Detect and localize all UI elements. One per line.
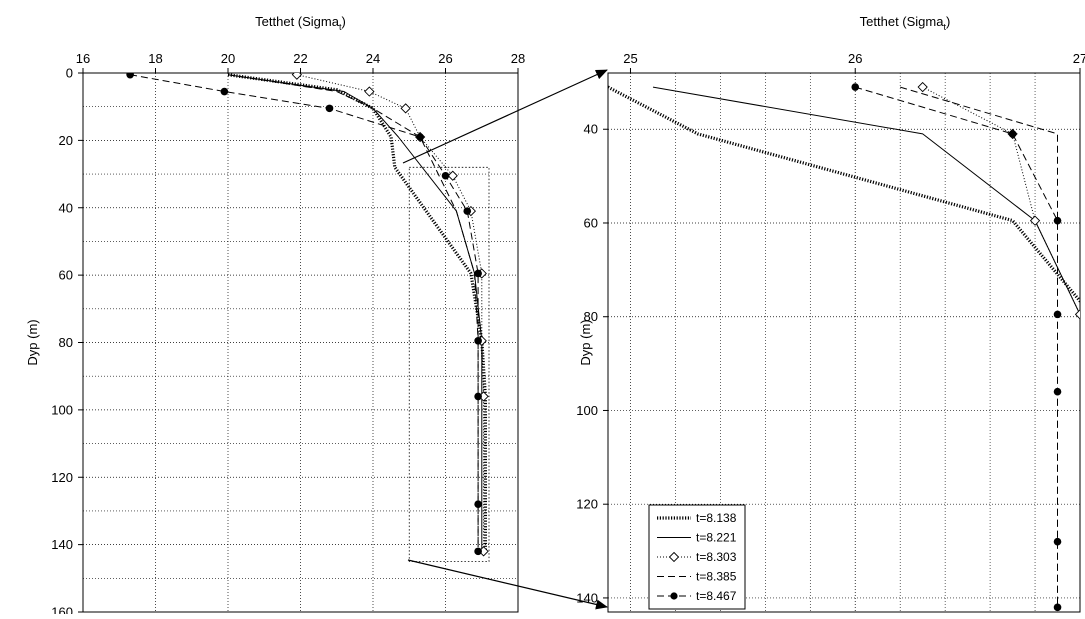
data-point-t=8.303 [364,86,375,97]
zoom-connectors [402,69,608,610]
y-tick-label: 40 [584,122,598,137]
connector-arrow-bottom [407,559,608,610]
data-point-t=8.467 [1053,216,1062,225]
legend-box [648,504,746,610]
x-tick-label: 18 [148,51,162,66]
x-tick-label: 27 [1073,51,1085,66]
x-axis-title: Tetthet (Sigmat) [255,14,346,32]
y-tick-label: 120 [51,470,73,485]
y-tick-label: 80 [59,335,73,350]
legend-marker [670,592,678,600]
y-tick-label: 160 [51,605,73,615]
y-tick-label: 120 [576,497,598,512]
x-tick-label: 24 [366,51,380,66]
legend-label: t=8.138 [696,511,737,525]
legend-label: t=8.385 [696,570,737,584]
data-point-t=8.467 [474,337,482,345]
plot-area [608,81,1080,612]
data-point-t=8.303 [917,81,928,93]
y-tick-label: 40 [59,200,73,215]
legend-marker [668,551,680,563]
data-point-t=8.467 [325,104,334,113]
y-axis-title: Dyp (m) [25,319,40,365]
y-tick-label: 60 [59,268,73,283]
x-axis-title-subscript: t [339,22,342,32]
overview-chart: 16 18 20 22 24 26 28 0 20 40 60 80 100 120 140 160 Tetth… [25,14,525,619]
y-tick-label: 140 [51,537,73,552]
data-point-t=8.303 [1074,309,1080,320]
data-point-t=8.467 [1053,310,1062,319]
x-tick-label: 25 [623,51,637,66]
y-tick-label: 20 [59,133,73,148]
series-line-t=8.303 [296,74,485,552]
x-axis-title-main: Tetthet (Sigma [860,14,945,29]
grid [83,73,518,612]
legend-label: t=8.221 [696,531,737,545]
data-point-t=8.467 [463,207,472,215]
x-tick-label: 26 [848,51,862,66]
data-point-t=8.467 [441,171,450,180]
x-axis-title-close: ) [946,14,950,29]
data-point-t=8.467 [126,73,134,79]
data-point-t=8.467 [1053,603,1062,612]
data-point-t=8.467 [474,269,482,278]
data-point-t=8.467 [220,87,229,96]
x-tick-label: 16 [76,51,90,66]
x-tick-label: 28 [511,51,525,66]
series-line-t=8.303 [922,86,1080,318]
x-axis-title-subscript: t [943,22,946,32]
y-tick-label: 100 [576,403,598,418]
x-axis-title: Tetthet (Sigmat) [860,14,951,32]
legend: t=8.138 t=8.221 t=8.303 t=8.385 t=8.467 [648,504,746,610]
data-point-t=8.303 [447,170,458,181]
x-axis-title-main: Tetthet (Sigma [255,14,340,29]
series-line-t=8.467 [855,86,1058,608]
plot-frame [607,72,1081,613]
legend-label: t=8.303 [696,550,737,564]
data-point-t=8.467 [1008,130,1017,138]
series-line-t=8.385 [900,86,1058,608]
zoom-region-box [408,166,490,562]
data-point-t=8.467 [416,133,424,141]
zoom-chart: 25 26 27 40 60 80 100 120 140 Tetthet (Sigmat) Dyp… [576,14,1085,613]
data-point-t=8.467 [474,500,482,509]
x-tick-label: 22 [293,51,307,66]
y-tick-label: 140 [576,590,598,605]
x-axis-title-close: ) [342,14,346,29]
data-point-t=8.467 [1053,387,1062,396]
data-point-t=8.303 [1029,215,1041,226]
series-line-t=8.385 [227,74,479,552]
legend-label: t=8.467 [696,589,737,603]
y-axis-title: Dyp (m) [578,319,593,365]
data-point-t=8.303 [400,103,411,114]
series-line-t=8.221 [227,74,483,552]
y-tick-label: 100 [51,402,73,417]
connector-arrow-top [402,69,608,164]
y-tick-label: 0 [66,66,73,81]
x-tick-label: 20 [221,51,235,66]
data-point-t=8.467 [474,392,482,401]
series-line-t=8.467 [130,74,479,552]
data-point-t=8.467 [1053,537,1062,546]
series-line-t=8.138 [227,73,487,552]
x-tick-label: 26 [438,51,452,66]
plot-area [126,73,489,557]
data-point-t=8.467 [851,83,860,91]
data-point-t=8.467 [474,547,482,556]
data-point-t=8.303 [291,73,303,80]
y-tick-label: 60 [584,215,598,230]
series-line-t=8.138 [608,85,1080,304]
y-tick-label: 80 [584,309,598,324]
